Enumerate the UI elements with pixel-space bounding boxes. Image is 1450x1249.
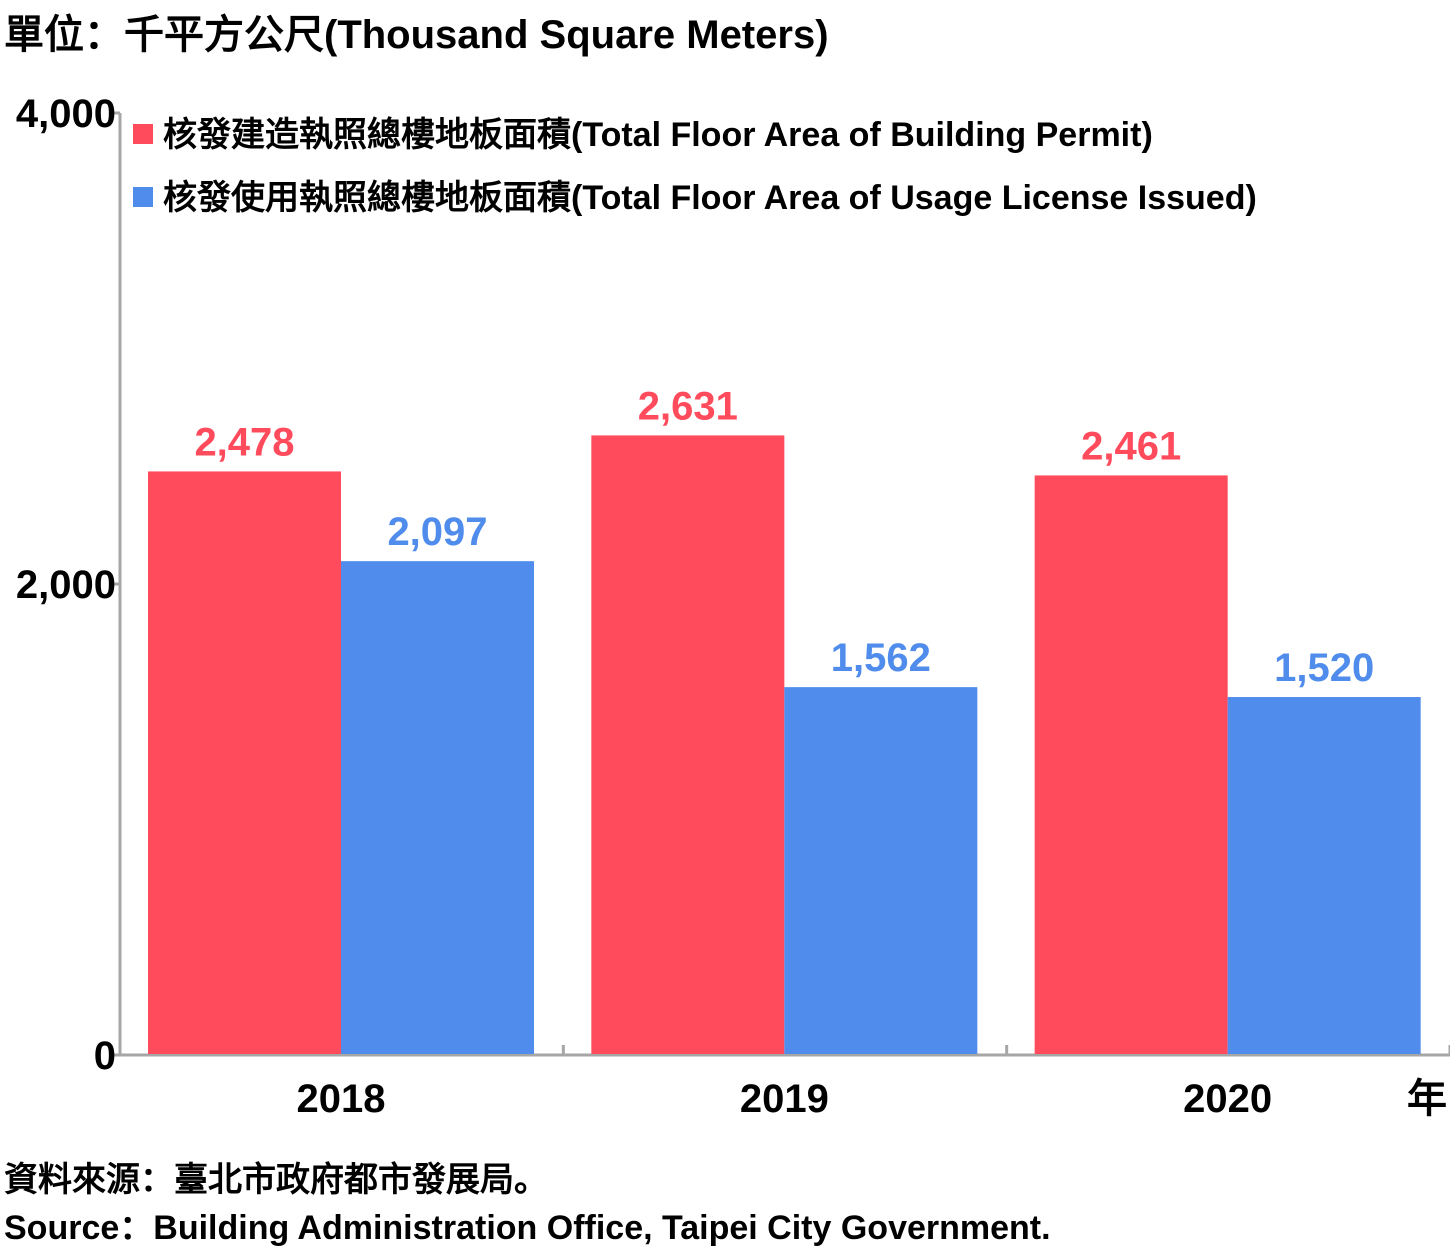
x-tick-label: 2020 — [1183, 1077, 1272, 1121]
y-tick-label: 0 — [94, 1034, 116, 1078]
x-tick-label: 2019 — [740, 1077, 829, 1121]
source-en: Source：Building Administration Office, T… — [4, 1209, 1051, 1247]
data-label: 2,631 — [638, 384, 738, 428]
x-tick-label: 2018 — [297, 1077, 386, 1121]
bar — [591, 435, 785, 1054]
bar — [1227, 697, 1421, 1054]
source-zh: 資料來源：臺北市政府都市發展局。 — [4, 1161, 548, 1199]
data-label: 1,562 — [831, 636, 931, 680]
legend-label: 核發建造執照總樓地板面積(Total Floor Area of Buildin… — [163, 116, 1153, 154]
legend-label: 核發使用執照總樓地板面積(Total Floor Area of Usage L… — [163, 179, 1257, 217]
data-label: 2,097 — [387, 510, 487, 554]
bar — [148, 471, 341, 1054]
bar — [1034, 475, 1228, 1054]
chart-legend: 核發建造執照總樓地板面積(Total Floor Area of Buildin… — [133, 116, 1257, 217]
x-axis-unit-label: 年 — [1407, 1077, 1447, 1121]
data-label: 2,478 — [194, 420, 294, 464]
chart-bars — [148, 435, 1421, 1054]
data-label: 2,461 — [1081, 424, 1181, 468]
chart-value-labels: 2,478 2,097 2,631 1,562 2,461 1,520 — [194, 384, 1374, 690]
bar — [784, 687, 978, 1054]
legend-swatch — [133, 124, 153, 144]
unit-label: 單位：千平方公尺(Thousand Square Meters) — [4, 13, 829, 57]
y-tick-label: 2,000 — [16, 563, 116, 607]
legend-swatch — [133, 187, 153, 207]
bar — [341, 561, 534, 1054]
y-tick-label: 4,000 — [16, 92, 116, 136]
chart-axes: 0 2,000 4,000 2018 2019 2020 年 — [16, 92, 1450, 1121]
data-label: 1,520 — [1274, 646, 1374, 690]
